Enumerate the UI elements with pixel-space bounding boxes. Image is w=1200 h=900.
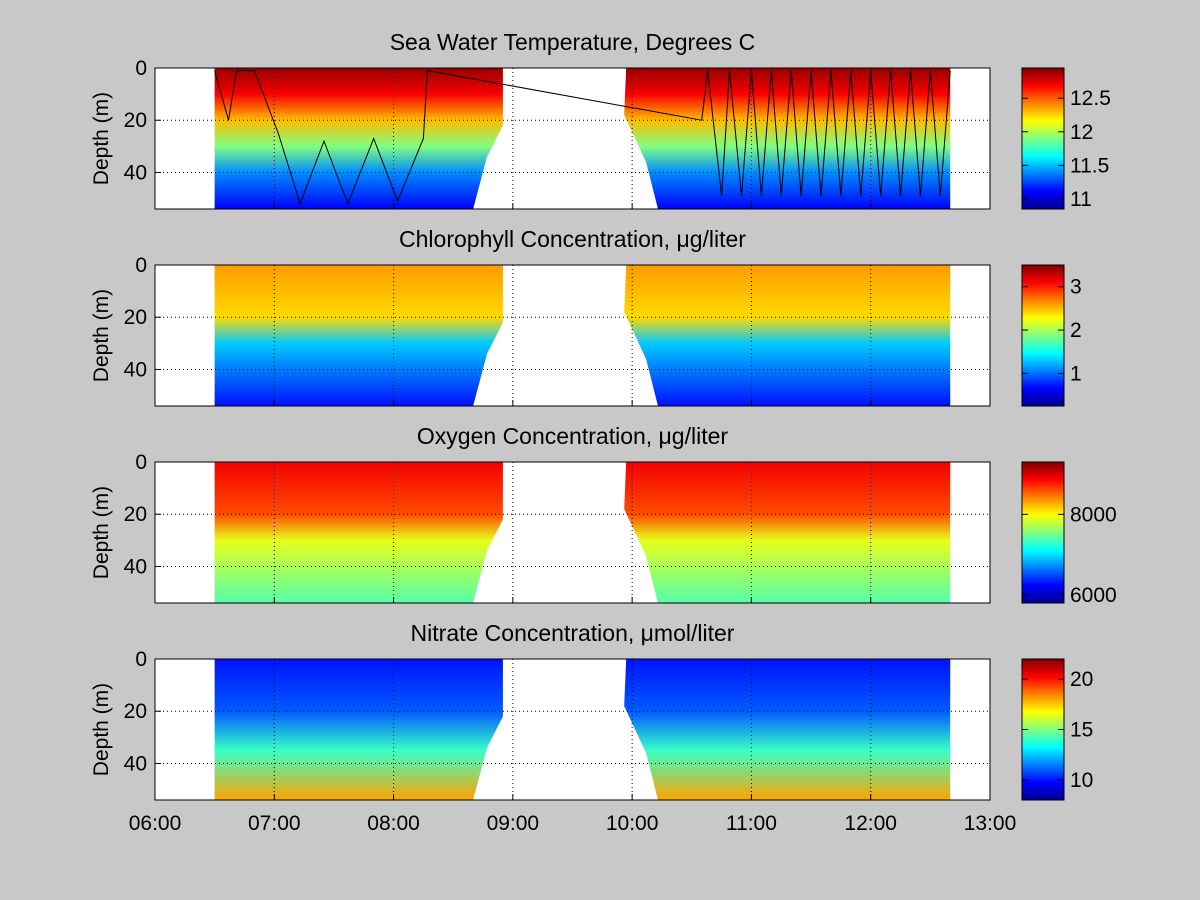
colorbar-tick-label: 15 (1070, 719, 1093, 742)
x-tick-label: 08:00 (367, 812, 420, 835)
colorbar (1021, 658, 1065, 801)
colorbar-tick-label: 11 (1070, 188, 1092, 211)
colorbar-tick-label: 11.5 (1070, 154, 1109, 177)
colorbar-tick-label: 20 (1070, 668, 1093, 691)
colorbar-tick-label: 6000 (1070, 584, 1117, 607)
y-axis-label: Depth (m) (90, 486, 113, 579)
y-tick-label: 40 (124, 358, 147, 381)
panel-3: 0 20 40 Oxygen Concentration, μg/liter Depth… (90, 423, 1117, 607)
x-tick-label: 11:00 (726, 812, 777, 835)
data-segment-1 (214, 462, 503, 603)
panel-title: Oxygen Concentration, μg/liter (417, 423, 728, 449)
data-segment-2 (624, 265, 951, 406)
y-tick-label: 40 (124, 752, 147, 775)
y-tick-label: 20 (124, 503, 147, 526)
y-tick-label: 20 (124, 700, 147, 723)
y-tick-label: 0 (135, 451, 147, 474)
data-segment-2 (624, 659, 951, 800)
y-axis-label: Depth (m) (90, 289, 113, 382)
axes-frame (154, 461, 991, 604)
colorbar-tick-label: 12.5 (1070, 87, 1111, 110)
colorbar-tick-label: 12 (1070, 121, 1093, 144)
glider-track (214, 70, 951, 206)
x-tick-label: 13:00 (964, 812, 1017, 835)
x-tick-label: 06:00 (129, 812, 182, 835)
axes-frame (154, 67, 991, 210)
axes-frame (154, 264, 991, 407)
x-tick-label: 07:00 (248, 812, 301, 835)
data-segment-1 (214, 659, 503, 800)
x-tick-label: 09:00 (487, 812, 540, 835)
y-axis-label: Depth (m) (90, 92, 113, 185)
x-tick-label: 10:00 (606, 812, 659, 835)
colorbar-tick-label: 10 (1070, 769, 1093, 792)
colorbar-tick-label: 2 (1070, 319, 1082, 342)
colorbar-tick-label: 3 (1070, 276, 1082, 299)
data-segment-1 (214, 68, 503, 209)
panel-1: 0 20 40 Sea Water Temperature, Degrees C Dep… (90, 29, 1111, 211)
y-tick-label: 0 (135, 57, 147, 80)
y-tick-label: 40 (124, 161, 147, 184)
data-segment-2 (624, 68, 951, 209)
panel-title: Chlorophyll Concentration, μg/liter (399, 226, 746, 252)
y-tick-label: 0 (135, 648, 147, 671)
y-tick-label: 0 (135, 254, 147, 277)
axes-frame (154, 658, 991, 801)
panel-title: Nitrate Concentration, μmol/liter (411, 620, 735, 646)
data-segment-1 (214, 265, 503, 406)
y-tick-label: 40 (124, 555, 147, 578)
panel-2: 0 20 40 Chlorophyll Concentration, μg/liter… (90, 226, 1082, 407)
panel-4: 0 20 40 06:00 07:00 08:00 09:00 10:00 11:00 12:00… (90, 620, 1093, 835)
colorbar (1021, 264, 1065, 407)
x-tick-label: 12:00 (844, 812, 897, 835)
panel-title: Sea Water Temperature, Degrees C (390, 29, 756, 55)
colorbar (1021, 67, 1065, 210)
colorbar-tick-label: 1 (1070, 362, 1082, 385)
data-segment-2 (624, 462, 951, 603)
colorbar-tick-label: 8000 (1070, 503, 1117, 526)
colorbar (1021, 461, 1065, 604)
y-axis-label: Depth (m) (90, 683, 113, 776)
y-tick-label: 20 (124, 109, 147, 132)
y-tick-label: 20 (124, 306, 147, 329)
